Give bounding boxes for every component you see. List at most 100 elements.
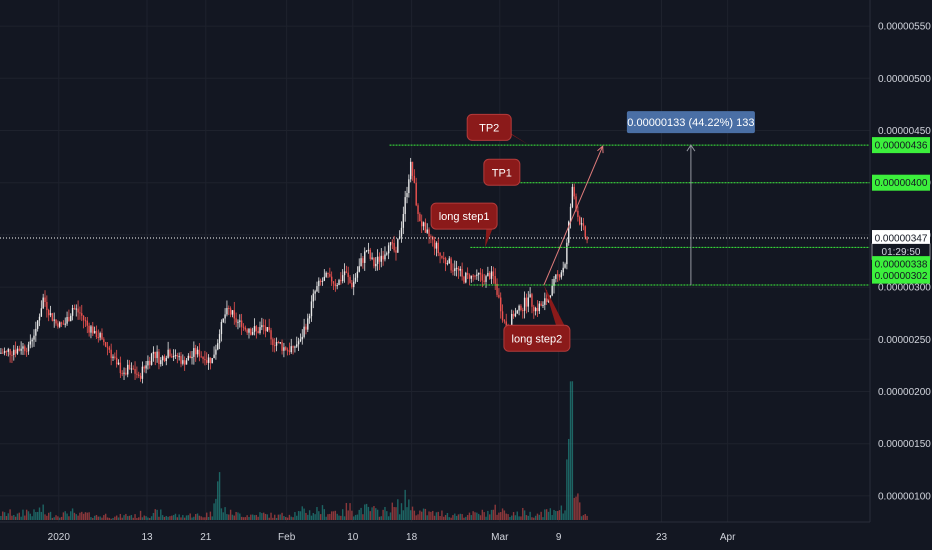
- candle: [95, 330, 98, 337]
- candle: [338, 280, 340, 286]
- volume-bar: [104, 513, 107, 520]
- trend-arrow[interactable]: [543, 145, 604, 286]
- volume-bar: [231, 514, 234, 520]
- time-tick-label: Feb: [278, 532, 296, 543]
- volume-bar: [33, 509, 35, 520]
- candle: [378, 256, 381, 262]
- volume-bar: [224, 507, 226, 520]
- time-tick-label: Apr: [720, 532, 736, 543]
- candle: [367, 249, 370, 251]
- volume-bar: [244, 517, 247, 520]
- candle: [255, 326, 258, 331]
- volume-bar: [51, 517, 54, 520]
- candle: [466, 272, 469, 275]
- volume-bar: [538, 514, 541, 520]
- candle: [549, 295, 552, 299]
- candle: [533, 306, 535, 312]
- callout-box[interactable]: [503, 324, 571, 352]
- candle: [183, 360, 186, 365]
- volume-bar: [433, 515, 436, 520]
- candle: [248, 328, 250, 333]
- candle: [160, 360, 162, 365]
- candle: [536, 307, 539, 312]
- measure-arrow-head: [686, 144, 696, 152]
- volume-bar: [534, 515, 537, 520]
- volume-bar: [185, 515, 188, 520]
- candle: [426, 229, 428, 233]
- callout-box[interactable]: [466, 113, 512, 141]
- volume-bar: [165, 515, 167, 520]
- volume-bar: [90, 517, 92, 520]
- candle: [22, 346, 24, 349]
- volume-bar: [70, 511, 72, 520]
- volume-bar: [364, 504, 366, 520]
- volume-bar: [310, 515, 313, 520]
- price-tag-label: 0.00000400: [875, 178, 928, 189]
- candle: [138, 374, 140, 376]
- callout-box[interactable]: [483, 158, 521, 186]
- volume-bar: [560, 505, 563, 520]
- volume-bar: [143, 515, 145, 520]
- candle: [461, 268, 463, 277]
- volume-bar: [395, 507, 397, 520]
- candle: [465, 272, 467, 283]
- volume-bar: [501, 508, 504, 520]
- volume-bar: [57, 516, 59, 520]
- volume-bar: [562, 513, 564, 520]
- callout-box[interactable]: [430, 202, 498, 230]
- level-lines[interactable]: [0, 144, 870, 286]
- price-tick-label: 0.00000550: [878, 22, 931, 33]
- volume-bar: [222, 512, 224, 520]
- volume-bar: [301, 506, 303, 520]
- candle: [285, 347, 287, 350]
- volume-bar: [110, 518, 112, 520]
- candle: [270, 330, 272, 340]
- volume-bar: [215, 498, 217, 520]
- candle: [562, 267, 564, 273]
- candle: [115, 357, 118, 365]
- candle: [274, 345, 276, 347]
- volume-bar: [279, 514, 281, 520]
- volume-bar: [77, 515, 79, 520]
- candle: [180, 356, 182, 364]
- time-tick-label: 23: [656, 532, 668, 543]
- time-axis[interactable]: 2020 13 21 Feb 10 18 Mar 9 23 Apr: [48, 532, 736, 543]
- volume-bar: [200, 516, 202, 520]
- volume-bar: [512, 512, 515, 520]
- volume-bar: [520, 516, 522, 520]
- volume-bar: [336, 513, 338, 520]
- volume-bar: [522, 507, 524, 520]
- volume-bar: [409, 510, 412, 520]
- volume-bar: [503, 510, 506, 520]
- candle: [251, 332, 254, 335]
- volume-bar: [75, 514, 77, 520]
- volume-bar: [360, 507, 362, 520]
- candle: [145, 365, 147, 369]
- candle: [579, 216, 581, 225]
- volume-bar: [220, 508, 223, 520]
- candle: [380, 255, 382, 262]
- volume-bar: [430, 511, 432, 520]
- volume-bar: [312, 512, 314, 520]
- candle: [272, 339, 274, 346]
- candle: [496, 283, 498, 295]
- volume-bar: [274, 514, 276, 520]
- price-tag-label: 01:29:50: [882, 247, 921, 258]
- volume-bar: [40, 511, 43, 520]
- candle: [283, 347, 285, 351]
- drawings[interactable]: 0.00000133 (44.22%) 133 TP2 TP1 long step1 l…: [430, 111, 755, 352]
- candle: [397, 238, 399, 253]
- candle: [9, 349, 11, 355]
- candle: [189, 355, 191, 359]
- volume-bar: [132, 517, 134, 520]
- volume-bar: [402, 510, 405, 520]
- candle: [305, 326, 307, 330]
- volume-bar: [150, 516, 153, 520]
- candle: [310, 301, 313, 317]
- volume-bar: [202, 517, 204, 520]
- candle: [156, 351, 158, 359]
- time-tick-label: 21: [200, 532, 212, 543]
- candle: [422, 222, 425, 227]
- candle: [538, 303, 541, 312]
